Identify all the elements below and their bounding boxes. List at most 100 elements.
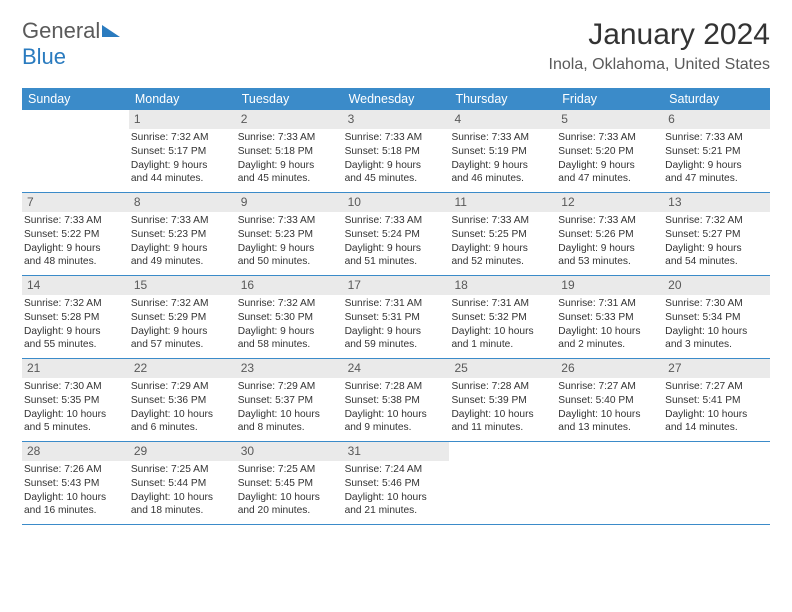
- daylight1-text: Daylight: 9 hours: [451, 243, 554, 256]
- daylight2-text: and 1 minute.: [451, 339, 554, 352]
- sunrise-text: Sunrise: 7:33 AM: [665, 132, 768, 145]
- sunrise-text: Sunrise: 7:33 AM: [238, 132, 341, 145]
- sunset-text: Sunset: 5:37 PM: [238, 395, 341, 408]
- daylight2-text: and 58 minutes.: [238, 339, 341, 352]
- sunrise-text: Sunrise: 7:33 AM: [558, 132, 661, 145]
- daylight1-text: Daylight: 10 hours: [451, 409, 554, 422]
- sunrise-text: Sunrise: 7:27 AM: [558, 381, 661, 394]
- week-row: 21Sunrise: 7:30 AMSunset: 5:35 PMDayligh…: [22, 359, 770, 442]
- day-number: 10: [343, 193, 450, 212]
- day-cell: 24Sunrise: 7:28 AMSunset: 5:38 PMDayligh…: [343, 359, 450, 441]
- day-header: Wednesday: [343, 88, 450, 110]
- daylight1-text: Daylight: 9 hours: [665, 160, 768, 173]
- daylight2-text: and 14 minutes.: [665, 422, 768, 435]
- day-cell: 21Sunrise: 7:30 AMSunset: 5:35 PMDayligh…: [22, 359, 129, 441]
- daylight2-text: and 48 minutes.: [24, 256, 127, 269]
- sunrise-text: Sunrise: 7:27 AM: [665, 381, 768, 394]
- daylight2-text: and 53 minutes.: [558, 256, 661, 269]
- day-number: 2: [236, 110, 343, 129]
- day-header: Thursday: [449, 88, 556, 110]
- daylight1-text: Daylight: 9 hours: [665, 243, 768, 256]
- daylight2-text: and 55 minutes.: [24, 339, 127, 352]
- day-number: 11: [449, 193, 556, 212]
- title-block: January 2024 Inola, Oklahoma, United Sta…: [549, 18, 770, 74]
- daylight2-text: and 47 minutes.: [558, 173, 661, 186]
- day-number: 26: [556, 359, 663, 378]
- daylight1-text: Daylight: 10 hours: [345, 492, 448, 505]
- sunrise-text: Sunrise: 7:33 AM: [345, 132, 448, 145]
- sunset-text: Sunset: 5:18 PM: [345, 146, 448, 159]
- daylight1-text: Daylight: 9 hours: [131, 326, 234, 339]
- sunrise-text: Sunrise: 7:32 AM: [131, 132, 234, 145]
- sunset-text: Sunset: 5:46 PM: [345, 478, 448, 491]
- sunrise-text: Sunrise: 7:28 AM: [345, 381, 448, 394]
- daylight1-text: Daylight: 9 hours: [24, 326, 127, 339]
- sunrise-text: Sunrise: 7:32 AM: [24, 298, 127, 311]
- sunset-text: Sunset: 5:24 PM: [345, 229, 448, 242]
- sunrise-text: Sunrise: 7:29 AM: [238, 381, 341, 394]
- daylight2-text: and 6 minutes.: [131, 422, 234, 435]
- sunrise-text: Sunrise: 7:26 AM: [24, 464, 127, 477]
- sunset-text: Sunset: 5:19 PM: [451, 146, 554, 159]
- day-number: 18: [449, 276, 556, 295]
- daylight1-text: Daylight: 9 hours: [238, 243, 341, 256]
- day-cell: 11Sunrise: 7:33 AMSunset: 5:25 PMDayligh…: [449, 193, 556, 275]
- day-number: 23: [236, 359, 343, 378]
- day-number: 15: [129, 276, 236, 295]
- sunrise-text: Sunrise: 7:25 AM: [238, 464, 341, 477]
- daylight2-text: and 46 minutes.: [451, 173, 554, 186]
- day-cell: 20Sunrise: 7:30 AMSunset: 5:34 PMDayligh…: [663, 276, 770, 358]
- day-header: Sunday: [22, 88, 129, 110]
- sunset-text: Sunset: 5:33 PM: [558, 312, 661, 325]
- calendar: SundayMondayTuesdayWednesdayThursdayFrid…: [22, 88, 770, 525]
- day-cell: 5Sunrise: 7:33 AMSunset: 5:20 PMDaylight…: [556, 110, 663, 192]
- sunrise-text: Sunrise: 7:32 AM: [665, 215, 768, 228]
- day-cell: 18Sunrise: 7:31 AMSunset: 5:32 PMDayligh…: [449, 276, 556, 358]
- sunset-text: Sunset: 5:43 PM: [24, 478, 127, 491]
- day-number: 28: [22, 442, 129, 461]
- daylight2-text: and 59 minutes.: [345, 339, 448, 352]
- day-cell: 17Sunrise: 7:31 AMSunset: 5:31 PMDayligh…: [343, 276, 450, 358]
- daylight1-text: Daylight: 10 hours: [24, 409, 127, 422]
- day-header: Saturday: [663, 88, 770, 110]
- daylight1-text: Daylight: 9 hours: [131, 243, 234, 256]
- day-cell: 28Sunrise: 7:26 AMSunset: 5:43 PMDayligh…: [22, 442, 129, 524]
- daylight2-text: and 3 minutes.: [665, 339, 768, 352]
- day-cell: 26Sunrise: 7:27 AMSunset: 5:40 PMDayligh…: [556, 359, 663, 441]
- sunrise-text: Sunrise: 7:32 AM: [131, 298, 234, 311]
- sunrise-text: Sunrise: 7:33 AM: [558, 215, 661, 228]
- daylight2-text: and 45 minutes.: [345, 173, 448, 186]
- day-header-row: SundayMondayTuesdayWednesdayThursdayFrid…: [22, 88, 770, 110]
- daylight2-text: and 18 minutes.: [131, 505, 234, 518]
- day-cell: 30Sunrise: 7:25 AMSunset: 5:45 PMDayligh…: [236, 442, 343, 524]
- daylight2-text: and 49 minutes.: [131, 256, 234, 269]
- day-cell: 15Sunrise: 7:32 AMSunset: 5:29 PMDayligh…: [129, 276, 236, 358]
- daylight1-text: Daylight: 9 hours: [345, 326, 448, 339]
- sunset-text: Sunset: 5:25 PM: [451, 229, 554, 242]
- daylight1-text: Daylight: 9 hours: [345, 243, 448, 256]
- daylight1-text: Daylight: 10 hours: [238, 492, 341, 505]
- daylight1-text: Daylight: 9 hours: [131, 160, 234, 173]
- logo-word-1: General: [22, 18, 100, 44]
- sunset-text: Sunset: 5:27 PM: [665, 229, 768, 242]
- day-number: 17: [343, 276, 450, 295]
- sunset-text: Sunset: 5:31 PM: [345, 312, 448, 325]
- sunset-text: Sunset: 5:17 PM: [131, 146, 234, 159]
- day-header: Monday: [129, 88, 236, 110]
- week-row: 1Sunrise: 7:32 AMSunset: 5:17 PMDaylight…: [22, 110, 770, 193]
- sunset-text: Sunset: 5:30 PM: [238, 312, 341, 325]
- day-cell: 13 Sunrise: 7:32 AMSunset: 5:27 PMDayligh…: [663, 193, 770, 275]
- day-number: 22: [129, 359, 236, 378]
- day-number: 1: [129, 110, 236, 129]
- daylight2-text: and 50 minutes.: [238, 256, 341, 269]
- sunrise-text: Sunrise: 7:33 AM: [131, 215, 234, 228]
- day-number: 9: [236, 193, 343, 212]
- day-number: 8: [129, 193, 236, 212]
- day-number: 7: [22, 193, 129, 212]
- daylight2-text: and 9 minutes.: [345, 422, 448, 435]
- daylight2-text: and 21 minutes.: [345, 505, 448, 518]
- day-number: 13: [663, 193, 770, 212]
- sunset-text: Sunset: 5:26 PM: [558, 229, 661, 242]
- day-cell: [663, 442, 770, 524]
- day-cell: 1 Sunrise: 7:32 AMSunset: 5:17 PMDaylight…: [129, 110, 236, 192]
